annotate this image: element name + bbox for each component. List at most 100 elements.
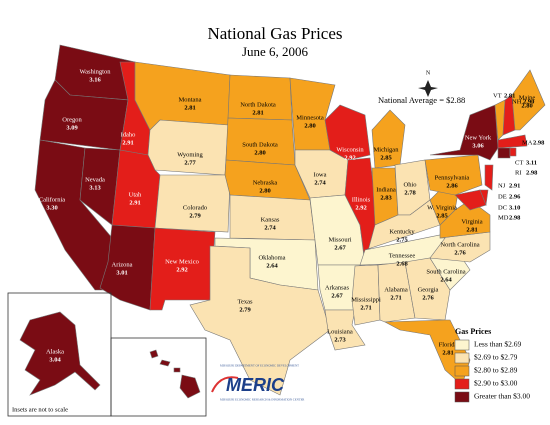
state-price: 3.01 [116,269,127,276]
state-price: 2.92 [355,204,366,211]
state-shape [19,311,101,396]
state-price: 2.91 [509,182,520,189]
state-price: 3.09 [66,124,78,131]
state-name: DC [498,204,507,211]
state-price: 2.80 [254,149,265,156]
state-shape [429,104,499,161]
legend-swatch [454,391,470,403]
state-price: 2.80 [521,102,532,109]
state-shape [454,189,487,211]
state-price: 2.85 [436,212,448,219]
state-price: 2.92 [344,154,355,161]
state-price: 3.30 [46,204,57,211]
state-price: 2.91 [122,139,133,146]
state-price: 3.16 [89,76,101,83]
state-shape [497,147,511,159]
state-name: Georgia [418,286,439,293]
logo-line2: MISSOURI ECONOMIC RESEARCH & INFORMATION… [220,398,304,402]
footnote: Insets are not to scale [12,406,68,413]
state-name: Alabama [384,286,408,293]
state-shape [377,261,416,323]
state-price: 2.81 [466,226,477,233]
logo-line1: MISSOURI DEPARTMENT OF ECONOMIC DEVELOPM… [220,364,299,368]
state-name: Indiana [376,186,396,193]
title: National Gas Prices [207,24,342,43]
date: June 6, 2006 [242,44,309,59]
legend-label: Less than $2.69 [474,340,522,349]
state-price: 2.77 [184,159,196,166]
state-price: 2.81 [184,104,195,111]
state-shape [189,245,331,396]
state-price: 2.64 [266,262,278,269]
state-price: 2.74 [314,179,326,186]
state-name: Kansas [261,216,280,223]
state-price: 2.73 [334,336,346,343]
state-name: NJ [498,182,506,189]
state-name: Washington [80,68,112,75]
state-name: Oregon [62,116,82,123]
legend-swatch [454,339,470,351]
state-price: 3.04 [49,356,61,363]
state-shape [149,349,201,399]
state-name: Nevada [85,176,105,183]
state-shape [424,154,483,196]
state-name: W. Virginia [427,204,457,211]
state-price: 3.13 [89,184,101,191]
state-price: 2.83 [380,194,392,201]
state-name: Mississippi [351,296,381,303]
state-price: 2.98 [533,139,545,146]
legend-swatch [454,378,470,390]
state-price: 2.98 [509,214,521,221]
national-average: National Average = $2.88 [378,95,465,105]
state-name: New Mexico [165,258,199,265]
state-shape [404,257,451,321]
state-name: DE [498,193,507,200]
state-name: VT [493,92,502,99]
state-price: 2.76 [422,294,434,301]
state-name: Louisiana [327,328,353,335]
state-price: 2.79 [189,212,201,219]
state-price: 2.81 [252,109,263,116]
state-name: California [39,196,65,203]
state-name: Pennsylvania [435,174,470,181]
state-shape [351,264,381,326]
state-name: Florida [439,341,458,348]
state-name: Maine [519,94,536,101]
state-shape [324,104,371,161]
state-price: 2.81 [442,349,453,356]
state-name: Oklahoma [258,254,285,261]
state-name: Ohio [404,181,417,188]
state-name: Illinois [352,196,371,203]
state-name: Utah [129,191,142,198]
state-price: 2.68 [396,260,408,267]
state-name: RI [515,169,522,176]
state-name: Idaho [121,131,136,138]
state-price: 2.96 [509,193,521,200]
hawaii-inset [110,337,207,417]
states [19,44,546,399]
state-name: Alaska [46,348,64,355]
state-name: Arizona [112,261,133,268]
legend-label: $2.90 to $3.00 [474,379,518,388]
state-price: 3.40 [144,386,155,393]
state-name: Montana [178,96,201,103]
state-shape [484,164,494,191]
state-name: North Carolina [440,241,479,248]
state-name: Hawaii [141,378,160,385]
state-price: 2.91 [129,199,140,206]
state-name: Virginia [461,218,482,225]
state-name: NH [512,98,522,105]
state-shape [511,69,546,131]
state-price: 2.81 [504,92,515,99]
state-price: 2.75 [396,236,408,243]
state-shape [371,109,406,169]
state-shape [154,174,231,233]
legend-label: Greater than $3.00 [474,392,530,401]
legend-title: Gas Prices [455,327,491,336]
legend-label: $2.80 to $2.89 [474,366,518,375]
legend-swatch [454,352,470,364]
state-price: 2.80 [259,187,270,194]
state-shape [149,227,216,311]
state-name: MA [522,139,533,146]
